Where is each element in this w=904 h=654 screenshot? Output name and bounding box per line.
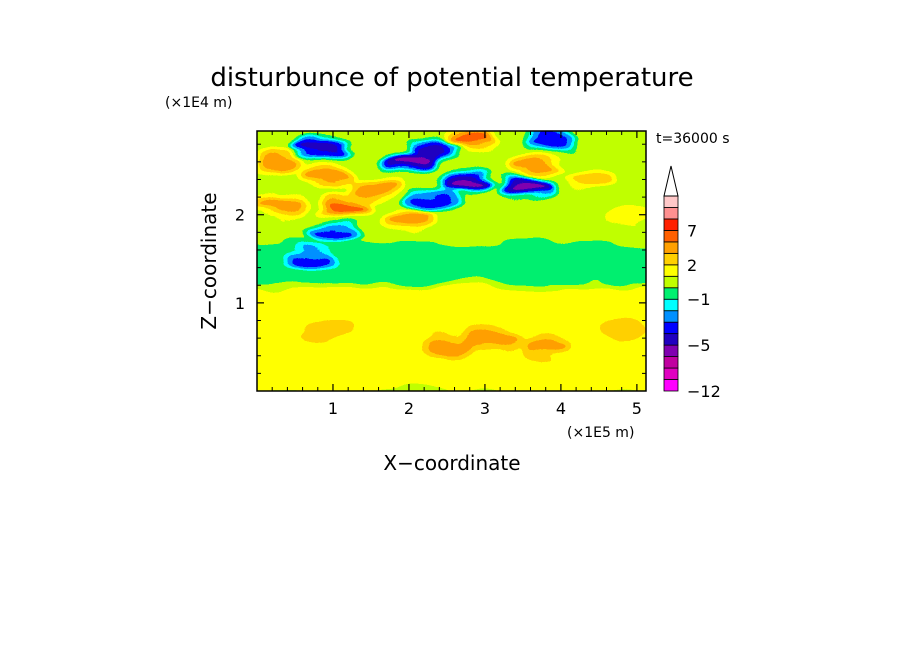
colorbar-swatch	[663, 241, 679, 254]
y-unit-label: (×1E4 m)	[165, 95, 232, 111]
field-blob	[306, 223, 359, 242]
colorbar-swatch	[663, 379, 679, 392]
y-tick-label: 1	[235, 294, 245, 313]
plot-frame	[256, 130, 647, 392]
field-blob	[257, 196, 306, 215]
field-blob	[318, 196, 371, 215]
colorbar-swatch	[663, 333, 679, 346]
field-blob	[299, 320, 352, 339]
field-blob	[565, 170, 618, 189]
field-blob	[523, 131, 576, 149]
colorbar-extend-arrow	[663, 165, 679, 197]
y-axis-label: Z−coordinate	[197, 192, 221, 329]
x-tick-label: 5	[632, 399, 642, 418]
axis-ticks: 1 2 3 4 5 1 2	[235, 131, 646, 418]
x-axis-label: X−coordinate	[383, 451, 520, 475]
y-tick-label: 2	[235, 206, 245, 225]
colorbar-swatch	[663, 230, 679, 243]
colorbar-label: −12	[687, 382, 721, 401]
colorbar-swatch	[663, 287, 679, 300]
colorbar-swatch	[663, 321, 679, 335]
field-blob	[466, 329, 519, 348]
field-blob	[595, 320, 646, 339]
colorbar-swatch	[663, 252, 679, 266]
colorbar-label: −1	[687, 290, 711, 309]
colorbar-swatch	[663, 298, 679, 312]
chart-title: disturbunce of potential temperature	[210, 63, 693, 93]
colorbar-swatch	[663, 264, 679, 277]
field-blob	[284, 249, 337, 268]
x-tick-label: 1	[328, 399, 338, 418]
colorbar: −12−5−127	[663, 165, 721, 401]
field-blob	[519, 337, 572, 356]
colorbar-swatch	[663, 275, 679, 289]
colorbar-swatch	[663, 218, 679, 231]
x-unit-label: (×1E5 m)	[567, 425, 634, 441]
colorbar-swatch	[663, 356, 679, 369]
field-blob	[295, 139, 348, 158]
field-blob	[382, 152, 435, 171]
field-blob	[405, 192, 458, 211]
colorbar-swatch	[663, 195, 679, 208]
field-blob	[424, 337, 477, 356]
field-blob	[439, 174, 492, 193]
temperature-field	[257, 131, 646, 391]
colorbar-label: −5	[687, 336, 711, 355]
time-label: t=36000 s	[656, 131, 730, 147]
colorbar-label: 2	[687, 256, 697, 275]
field-blob	[382, 210, 435, 229]
colorbar-swatch	[663, 367, 679, 380]
plot-area	[257, 131, 646, 391]
field-blob	[443, 131, 496, 149]
field-blob	[500, 179, 553, 198]
field-blob	[257, 152, 306, 171]
field-blob	[303, 166, 356, 185]
x-tick-label: 4	[556, 399, 566, 418]
colorbar-swatch	[663, 310, 679, 323]
field-blob	[348, 179, 401, 198]
colorbar-swatch	[663, 207, 679, 220]
x-tick-label: 2	[404, 399, 414, 418]
colorbar-label: 7	[687, 221, 697, 240]
field-blob	[603, 205, 646, 224]
field-blob	[508, 157, 561, 176]
colorbar-swatch	[663, 344, 679, 357]
x-tick-label: 3	[480, 399, 490, 418]
